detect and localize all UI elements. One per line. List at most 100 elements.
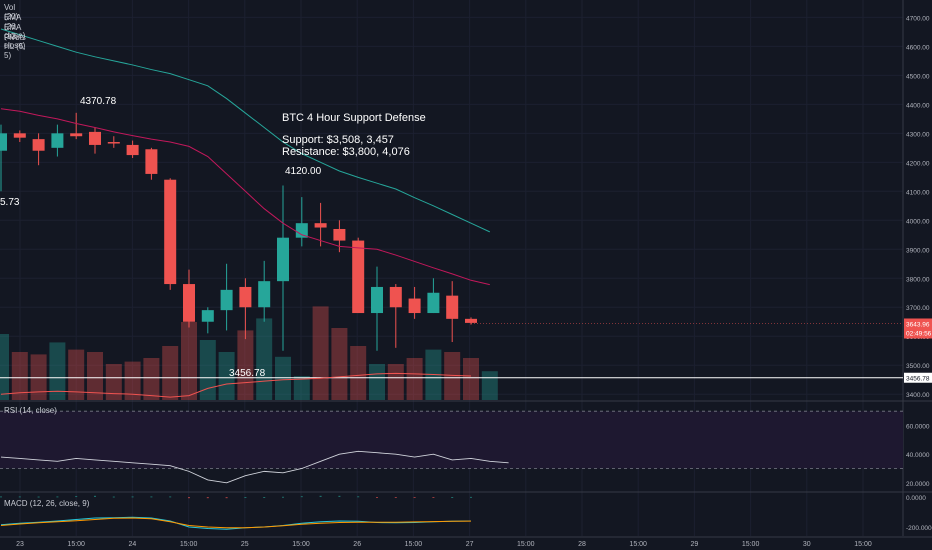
time-tick-label: 15:00 <box>292 541 310 548</box>
annotation-resistance[interactable]: Resistance: $3,800, 4,076 <box>282 146 410 158</box>
macd-histogram-bar <box>94 495 96 497</box>
time-tick-label: 28 <box>578 541 586 548</box>
time-tick-label: 15:00 <box>854 541 872 548</box>
pivot-high-label: 4120.00 <box>285 166 322 177</box>
macd-histogram-bar <box>432 497 435 498</box>
candle-body <box>465 318 477 323</box>
price-tick-label: 3400.00 <box>906 392 930 399</box>
volume-bar <box>369 364 385 400</box>
indicator-ema26[interactable]: EMA (26, close) <box>4 13 26 40</box>
indicator-ema12[interactable]: EMA (12, close) <box>4 23 26 50</box>
price-tick-label: 4000.00 <box>906 218 930 225</box>
candle-body <box>220 289 233 311</box>
macd-histogram-bar <box>338 495 341 497</box>
price-tick-label: 4100.00 <box>906 189 930 196</box>
price-tick-label: 4300.00 <box>906 131 930 138</box>
volume-bar <box>406 358 423 400</box>
macd-line <box>0 516 472 530</box>
signal-line <box>0 517 472 529</box>
price-tick-label: 3700.00 <box>906 305 930 312</box>
macd-histogram-bar <box>451 497 454 498</box>
volume-bar <box>105 364 122 400</box>
price-tick-label: 4400.00 <box>906 102 930 109</box>
time-tick-label: 25 <box>241 541 249 548</box>
candle-body <box>408 298 421 314</box>
macd-histogram-bar <box>56 496 59 498</box>
macd-histogram-bar <box>244 497 247 498</box>
candle-body <box>145 149 158 174</box>
price-tick-label: 3800.00 <box>906 276 930 283</box>
candle-body <box>352 240 365 314</box>
price-tick-label: 4200.00 <box>906 160 930 167</box>
time-tick-label: 15:00 <box>67 541 85 548</box>
macd-histogram-bar <box>394 497 397 498</box>
volume-bar <box>256 318 273 400</box>
macd-histogram-bar <box>150 496 153 498</box>
candle-body <box>13 133 26 138</box>
price-tick-label: 4700.00 <box>906 15 930 22</box>
volume-bar <box>124 361 141 400</box>
macd-histogram-bar <box>188 497 190 499</box>
indicator-pivots[interactable]: Pivots HL (5, 5) <box>4 33 26 60</box>
price-tick-label: 4500.00 <box>906 73 930 80</box>
candle-body <box>201 310 214 322</box>
candle-body <box>295 223 308 238</box>
rsi-band <box>0 411 903 469</box>
volume-bar <box>218 352 235 400</box>
candle-body <box>446 295 459 319</box>
volume-bar <box>463 358 479 400</box>
macd-histogram-bar <box>300 496 303 498</box>
price-tick-label: 3900.00 <box>906 247 930 254</box>
candle-body <box>51 133 64 148</box>
pivot-low-label: 5.73 <box>0 197 20 208</box>
candle-body <box>126 144 139 156</box>
macd-histogram-bar <box>357 496 360 498</box>
macd-tick-label: 0.0000 <box>906 495 926 502</box>
rsi-legend[interactable]: RSI (14, close) <box>4 406 57 415</box>
macd-histogram-bar <box>169 496 172 498</box>
pivot-high-label: 4370.78 <box>80 96 117 107</box>
macd-legend[interactable]: MACD (12, 26, close, 9) <box>4 499 90 508</box>
current-price-badge <box>904 318 932 339</box>
time-tick-label: 23 <box>16 541 24 548</box>
volume-bar <box>30 354 47 400</box>
volume-bar <box>87 352 103 400</box>
time-tick-label: 15:00 <box>517 541 535 548</box>
volume-bar <box>387 364 404 400</box>
time-tick-label: 15:00 <box>180 541 198 548</box>
macd-histogram-bar <box>376 497 378 498</box>
time-tick-label: 30 <box>803 541 811 548</box>
price-tick-label: 4600.00 <box>906 44 930 51</box>
macd-histogram-bar <box>75 496 78 498</box>
volume-bar <box>0 334 9 400</box>
rsi-tick-label: 40.0000 <box>906 452 930 459</box>
axes: 4700.00 4600.00 4500.00 4400.00 4300.00 4200.… <box>16 15 932 548</box>
price-tick-label: 3500.00 <box>906 363 930 370</box>
macd-histogram-bar <box>37 496 40 498</box>
annotation-support[interactable]: Support: $3,508, 3,457 <box>282 134 394 146</box>
volume-bar <box>275 356 291 400</box>
volume-bar <box>350 346 367 400</box>
candle-body <box>89 131 101 145</box>
current-price-label: 3643.96 <box>906 321 930 328</box>
annotation-title[interactable]: BTC 4 Hour Support Defense <box>282 112 426 124</box>
macd-histogram-bar <box>470 496 472 498</box>
macd-histogram-bar <box>282 496 284 498</box>
candle-body <box>333 228 346 241</box>
macd-histogram-bar <box>319 495 322 497</box>
volume-bar <box>143 358 160 400</box>
rsi-tick-label: 60.0000 <box>906 424 930 431</box>
volume-bar <box>49 342 66 400</box>
indicator-vol[interactable]: Vol (20) <box>4 3 19 21</box>
rsi-line <box>0 450 509 484</box>
macd-histogram-bar <box>112 496 115 498</box>
pivot-low-label: 3456.78 <box>229 368 266 379</box>
candle-body <box>258 281 271 308</box>
macd-histogram-bar <box>206 497 209 499</box>
candle-body <box>32 139 45 151</box>
volume-bar <box>312 306 329 400</box>
macd-histogram-bar <box>263 497 266 498</box>
candle-body <box>164 179 177 285</box>
volume-bar <box>68 349 85 400</box>
